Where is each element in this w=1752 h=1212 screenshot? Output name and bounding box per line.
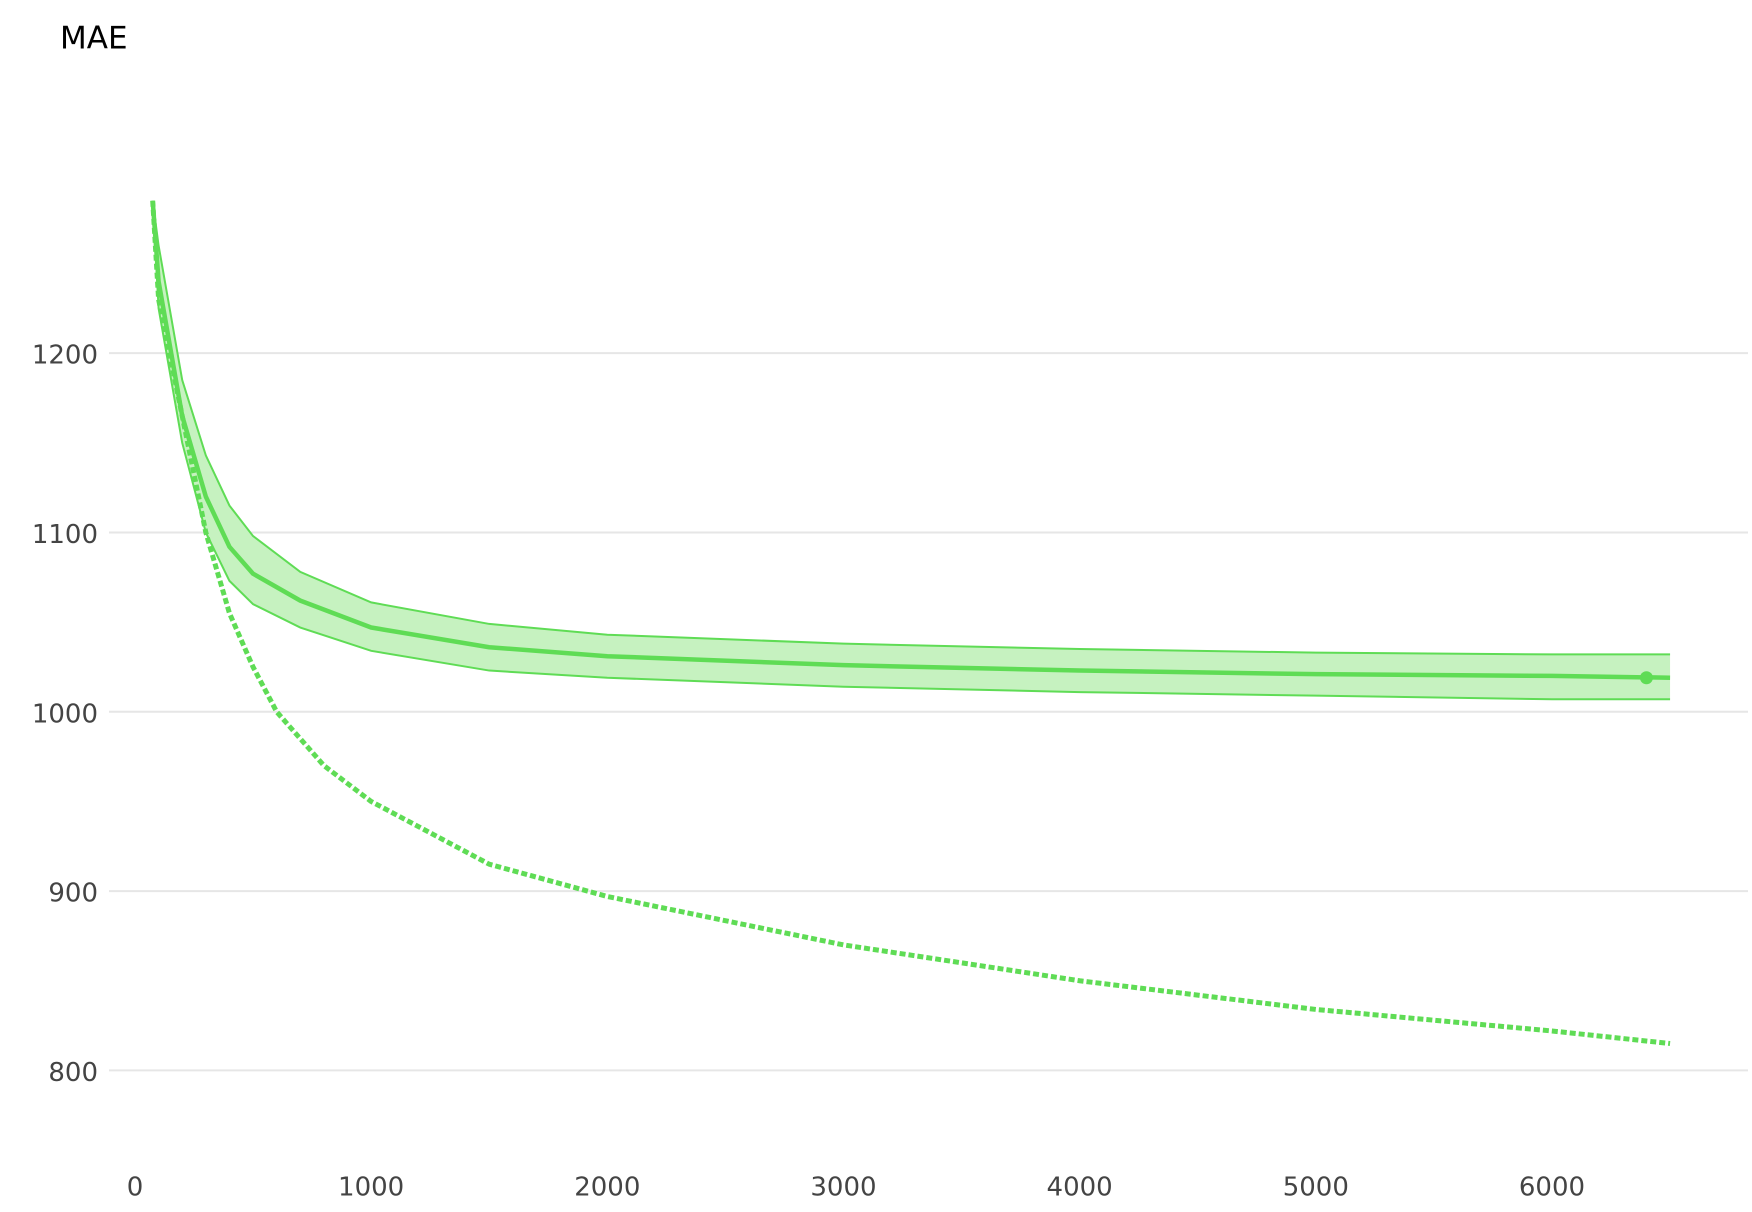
marker [1639, 671, 1653, 685]
band-edge [151, 200, 1671, 701]
x-tick-label: 3000 [810, 1173, 876, 1203]
x-tick-label: 2000 [574, 1173, 640, 1203]
band-edge [151, 200, 1671, 656]
x-tick-label: 4000 [1047, 1173, 1113, 1203]
x-tick-label: 5000 [1283, 1173, 1349, 1203]
line [150, 200, 1671, 1047]
x-tick-label: 1000 [338, 1173, 404, 1203]
x-tick-label: 6000 [1519, 1173, 1585, 1203]
y-tick-label: 800 [48, 1058, 98, 1088]
band [152, 200, 1671, 700]
y-tick-label: 1100 [32, 520, 98, 550]
y-tick-label: 1000 [32, 699, 98, 729]
y-tick-label: 900 [48, 879, 98, 909]
chart-title: MAE [60, 21, 128, 57]
x-tick-label: 0 [127, 1173, 144, 1203]
y-tick-label: 1200 [32, 341, 98, 371]
